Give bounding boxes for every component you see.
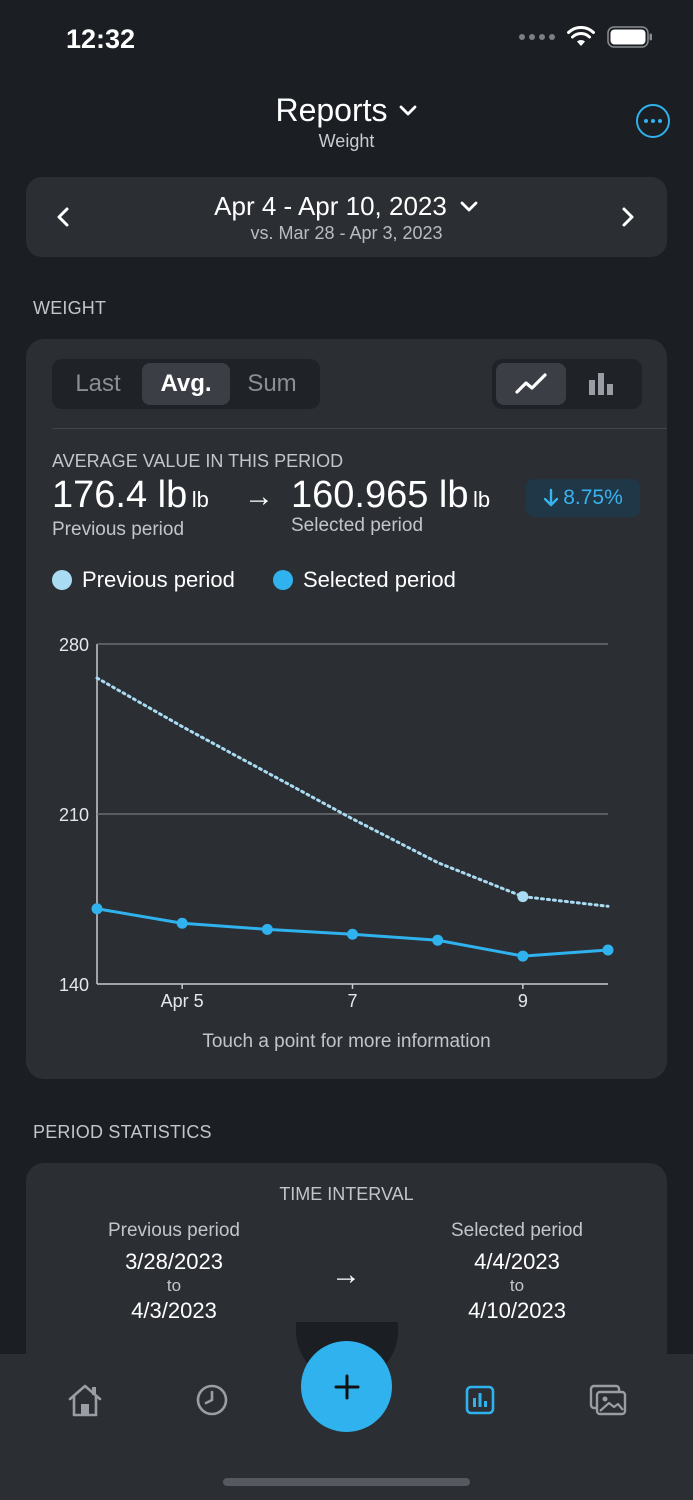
wifi-icon	[567, 26, 595, 46]
change-value: 8.75%	[563, 486, 623, 509]
selected-period-caption: Selected period	[291, 515, 424, 536]
line-chart-button[interactable]	[496, 363, 566, 405]
previous-period-caption: Previous period	[52, 519, 185, 540]
next-range-button[interactable]	[613, 201, 643, 233]
previous-average: 176.4 lb lb	[52, 474, 209, 517]
date-range-card: Apr 4 - Apr 10, 2023 vs. Mar 28 - Apr 3,…	[26, 177, 667, 257]
chevron-right-icon	[622, 207, 634, 227]
x-tick-label-9: 9	[518, 991, 528, 1011]
tab-history[interactable]	[190, 1378, 234, 1422]
legend-dot-previous	[52, 570, 72, 590]
selected-interval-to-word: to	[509, 1276, 525, 1295]
segment-sum[interactable]: Sum	[247, 370, 297, 397]
interval-arrow: →	[331, 1258, 361, 1291]
battery-icon	[607, 26, 652, 48]
home-icon	[68, 1384, 102, 1417]
legend-selected: Selected period	[273, 567, 456, 593]
legend-selected-label: Selected period	[303, 567, 456, 592]
data-point-selected-4[interactable]	[432, 934, 444, 946]
previous-average-value: 176.4 lb	[52, 474, 188, 516]
comparison-arrow: →	[244, 480, 274, 513]
chevron-down-icon	[460, 201, 478, 211]
selected-interval: Selected period 4/4/2023 to 4/10/2023	[397, 1220, 637, 1324]
tab-reports[interactable]	[458, 1378, 502, 1422]
segment-last[interactable]: Last	[75, 370, 121, 397]
compare-range: vs. Mar 28 - Apr 3, 2023	[250, 223, 443, 243]
divider	[52, 428, 667, 429]
bar-chart-icon	[589, 373, 613, 395]
legend-dot-selected	[273, 570, 293, 590]
report-type-selector[interactable]: Reports	[0, 92, 693, 129]
aggregation-segmented-control: Last Avg. Sum	[52, 359, 320, 409]
series-line-previous	[95, 676, 610, 908]
section-label-weight: WEIGHT	[33, 298, 107, 318]
legend-previous: Previous period	[52, 567, 235, 593]
line-chart-icon	[515, 373, 547, 394]
selected-average: 160.965 lb lb	[291, 474, 490, 517]
reports-icon	[465, 1385, 495, 1415]
selected-interval-from: 4/4/2023	[474, 1249, 560, 1274]
selected-interval-caption: Selected period	[450, 1220, 584, 1241]
data-point-previous-5[interactable]	[517, 891, 529, 903]
data-point-selected-2[interactable]	[261, 923, 273, 935]
x-tick-label-7: 7	[347, 991, 357, 1011]
average-label: AVERAGE VALUE IN THIS PERIOD	[52, 451, 344, 471]
selected-interval-to: 4/10/2023	[468, 1298, 566, 1323]
touch-hint: Touch a point for more information	[202, 1031, 491, 1052]
weight-card: Last Avg. Sum AVERAGE VALUE IN THIS PERI…	[26, 339, 667, 1079]
tab-gallery[interactable]	[586, 1378, 630, 1422]
selected-average-value: 160.965 lb	[291, 474, 469, 516]
data-point-selected-1[interactable]	[176, 917, 188, 929]
page-title: Reports	[275, 92, 388, 128]
segment-avg[interactable]: Avg.	[142, 363, 230, 405]
data-point-selected-5[interactable]	[517, 950, 529, 962]
data-point-selected-0[interactable]	[91, 903, 103, 915]
status-icons	[519, 26, 653, 48]
ellipsis-icon	[644, 119, 648, 123]
add-entry-button[interactable]	[301, 1341, 392, 1432]
add-icon	[334, 1374, 359, 1399]
previous-interval-to: 4/3/2023	[131, 1298, 217, 1323]
gallery-icon	[589, 1384, 627, 1416]
status-time: 12:32	[66, 24, 136, 54]
x-tick-label-5: Apr 5	[161, 991, 204, 1011]
legend-previous-label: Previous period	[82, 567, 235, 592]
y-tick-label-140: 140	[59, 975, 89, 995]
home-indicator	[223, 1478, 470, 1486]
previous-interval: Previous period 3/28/2023 to 4/3/2023	[54, 1220, 294, 1324]
current-range: Apr 4 - Apr 10, 2023	[214, 191, 447, 221]
chart-type-toggle	[492, 359, 642, 409]
section-label-statistics: PERIOD STATISTICS	[33, 1122, 212, 1142]
previous-range-button[interactable]	[48, 201, 78, 233]
weight-line-chart[interactable]: 140 210 280 Apr 5 7 9	[26, 619, 667, 1019]
bar-chart-button[interactable]	[566, 363, 636, 405]
arrow-down-icon	[544, 488, 559, 507]
history-icon	[196, 1384, 228, 1416]
data-point-selected-6[interactable]	[602, 944, 614, 956]
date-range-selector[interactable]: Apr 4 - Apr 10, 2023	[26, 191, 667, 222]
previous-interval-from: 3/28/2023	[125, 1249, 223, 1274]
selected-average-unit: lb	[472, 487, 491, 512]
tab-home[interactable]	[63, 1378, 107, 1422]
chevron-left-icon	[57, 207, 69, 227]
previous-average-unit: lb	[191, 487, 209, 512]
previous-interval-caption: Previous period	[107, 1220, 241, 1241]
chevron-down-icon	[399, 105, 416, 115]
signal-icon	[519, 34, 555, 40]
time-interval-heading: TIME INTERVAL	[279, 1184, 414, 1204]
y-tick-label-280: 280	[59, 635, 89, 655]
y-tick-label-210: 210	[59, 805, 89, 825]
data-point-selected-3[interactable]	[347, 928, 358, 940]
more-options-button[interactable]	[636, 104, 670, 138]
page-subtitle: Weight	[318, 131, 375, 151]
previous-interval-to-word: to	[166, 1276, 182, 1295]
change-badge: 8.75%	[526, 479, 640, 517]
